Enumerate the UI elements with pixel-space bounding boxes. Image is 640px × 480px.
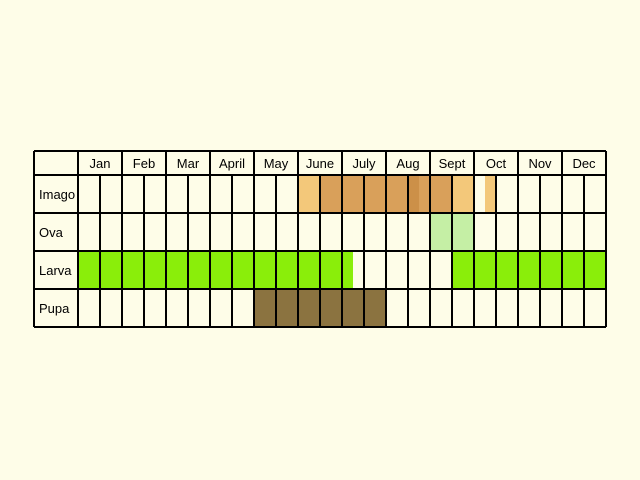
row-label: Larva [39,263,72,278]
month-label: Nov [528,156,552,171]
row-label: Ova [39,225,64,240]
month-label: July [352,156,376,171]
imago-segment [485,175,496,213]
month-label: Sept [439,156,466,171]
month-label: Dec [572,156,596,171]
imago-segment [419,175,452,213]
month-label: Mar [177,156,200,171]
imago-segment [452,175,474,213]
larva-segment [452,251,606,289]
larva-segment [78,251,353,289]
month-label: Feb [133,156,155,171]
month-label: May [264,156,289,171]
month-label: Oct [486,156,507,171]
month-label: Jan [90,156,111,171]
row-label: Pupa [39,301,70,316]
month-label: Aug [396,156,419,171]
imago-segment [408,175,419,213]
imago-segment [298,175,320,213]
month-label: April [219,156,245,171]
row-label: Imago [39,187,75,202]
month-label: June [306,156,334,171]
